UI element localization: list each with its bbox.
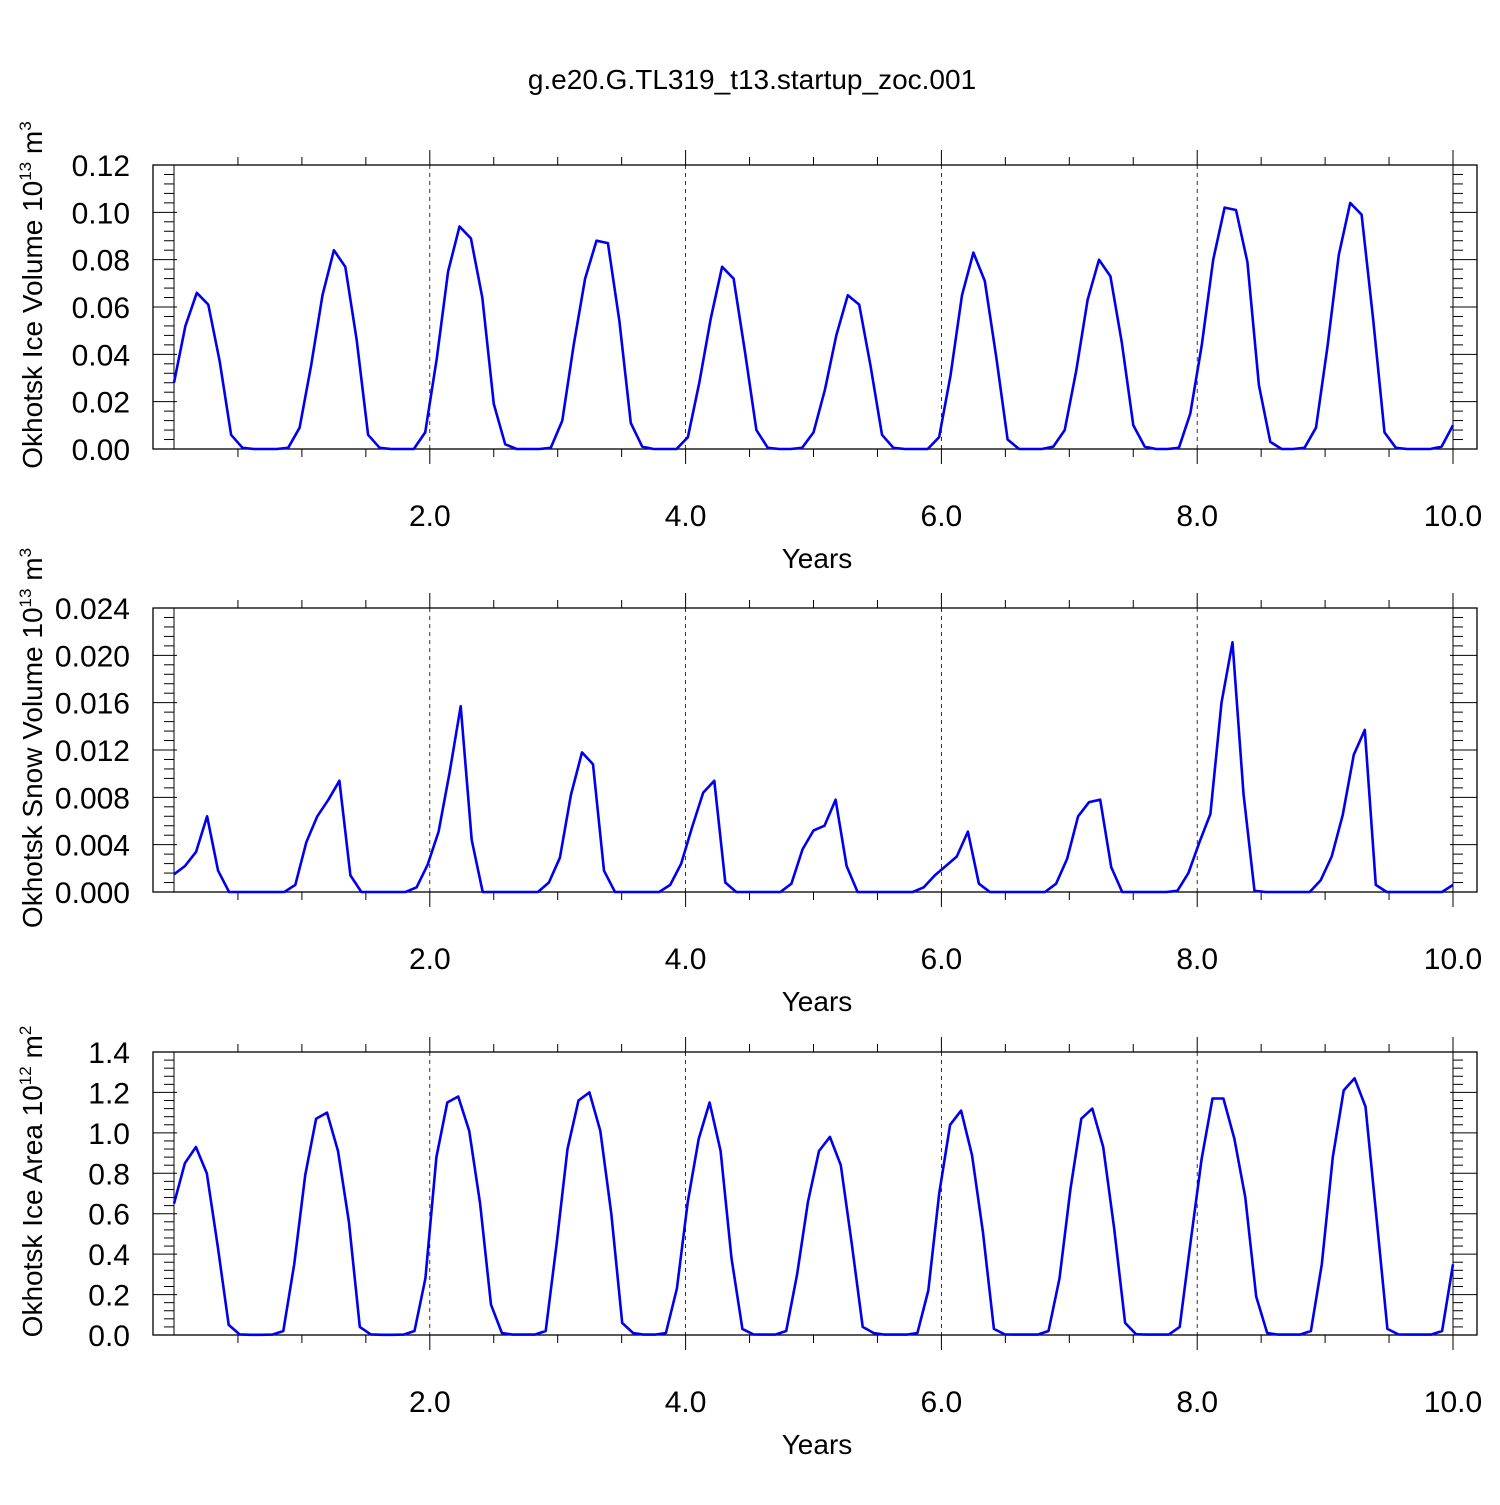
x-tick-label: 10.0 [1424, 943, 1482, 976]
chart-title: g.e20.G.TL319_t13.startup_zoc.001 [528, 64, 976, 95]
y-tick-label: 0.10 [72, 197, 130, 230]
series-line-1 [173, 640, 1454, 894]
y-tick-label: 0.06 [72, 292, 130, 325]
y-axis-label: Okhotsk Ice Volume 1013 m3 [16, 121, 48, 468]
y-axis-label: Okhotsk Ice Area 1012 m2 [16, 1026, 48, 1338]
y-tick-label: 1.0 [88, 1118, 130, 1151]
x-tick-label: 2.0 [409, 1386, 451, 1419]
y-tick-label: 0.016 [55, 688, 130, 721]
x-tick-label: 8.0 [1176, 943, 1218, 976]
y-tick-label: 0.12 [72, 150, 130, 183]
y-tick-label: 0.04 [72, 339, 130, 372]
y-tick-label: 0.024 [55, 593, 130, 626]
x-tick-label: 8.0 [1176, 1386, 1218, 1419]
y-tick-label: 0.02 [72, 387, 130, 420]
y-tick-label: 0.6 [88, 1199, 130, 1232]
y-tick-label: 0.08 [72, 245, 130, 278]
x-axis-label: Years [782, 543, 853, 574]
series-line-1 [172, 1077, 1455, 1337]
panel-2: 0.000 0.004 0.008 0.012 0.016 0.020 0.024 2.0 4.… [16, 548, 1482, 1017]
x-tick-label: 6.0 [921, 943, 963, 976]
x-tick-label: 4.0 [665, 943, 707, 976]
y-tick-label: 1.2 [88, 1077, 130, 1110]
y-tick-label: 0.0 [88, 1320, 130, 1353]
y-tick-label: 0.004 [55, 830, 130, 863]
y-tick-label: 0.4 [88, 1239, 130, 1272]
x-tick-label: 2.0 [409, 943, 451, 976]
x-tick-label: 6.0 [921, 1386, 963, 1419]
plot-frame [152, 607, 1478, 893]
x-tick-label: 4.0 [665, 1386, 707, 1419]
x-tick-label: 6.0 [921, 500, 963, 533]
y-axis-label: Okhotsk Snow Volume 1013 m3 [16, 548, 48, 928]
panel-1: 0.00 0.02 0.04 0.06 0.08 0.10 0.12 2.0 4.0 6.0 8.0… [16, 121, 1482, 574]
x-axis-label: Years [782, 1429, 853, 1460]
y-tick-label: 0.000 [55, 877, 130, 910]
y-tick-label: 0.8 [88, 1158, 130, 1191]
y-tick-label: 0.020 [55, 640, 130, 673]
x-axis-label: Years [782, 986, 853, 1017]
x-tick-label: 4.0 [665, 500, 707, 533]
x-tick-label: 10.0 [1424, 500, 1482, 533]
x-tick-label: 2.0 [409, 500, 451, 533]
y-tick-label: 1.4 [88, 1037, 130, 1070]
y-tick-label: 0.008 [55, 782, 130, 815]
series-line-1 [172, 201, 1455, 451]
y-tick-label: 0.2 [88, 1280, 130, 1313]
x-tick-label: 10.0 [1424, 1386, 1482, 1419]
panel-3: 0.0 0.2 0.4 0.6 0.8 1.0 1.2 1.4 2.0 4.0 6.0 8.0 10.0… [16, 1026, 1482, 1460]
y-tick-label: 0.00 [72, 434, 130, 467]
x-tick-label: 8.0 [1176, 500, 1218, 533]
plot-frame [152, 1051, 1478, 1336]
y-tick-label: 0.012 [55, 735, 130, 768]
